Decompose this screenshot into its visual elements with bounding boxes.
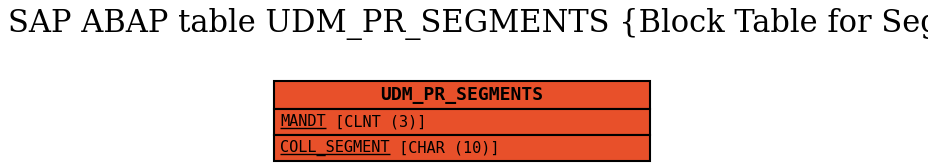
Text: COLL_SEGMENT: COLL_SEGMENT — [279, 140, 389, 156]
Text: MANDT: MANDT — [279, 115, 326, 130]
Bar — [274, 109, 650, 135]
Bar — [274, 81, 650, 109]
Text: SAP ABAP table UDM_PR_SEGMENTS {Block Table for Segment}: SAP ABAP table UDM_PR_SEGMENTS {Block Ta… — [8, 8, 928, 40]
Bar — [274, 135, 650, 161]
Text: UDM_PR_SEGMENTS: UDM_PR_SEGMENTS — [380, 86, 543, 104]
Text: [CHAR (10)]: [CHAR (10)] — [389, 141, 498, 155]
Text: [CLNT (3)]: [CLNT (3)] — [326, 115, 426, 130]
